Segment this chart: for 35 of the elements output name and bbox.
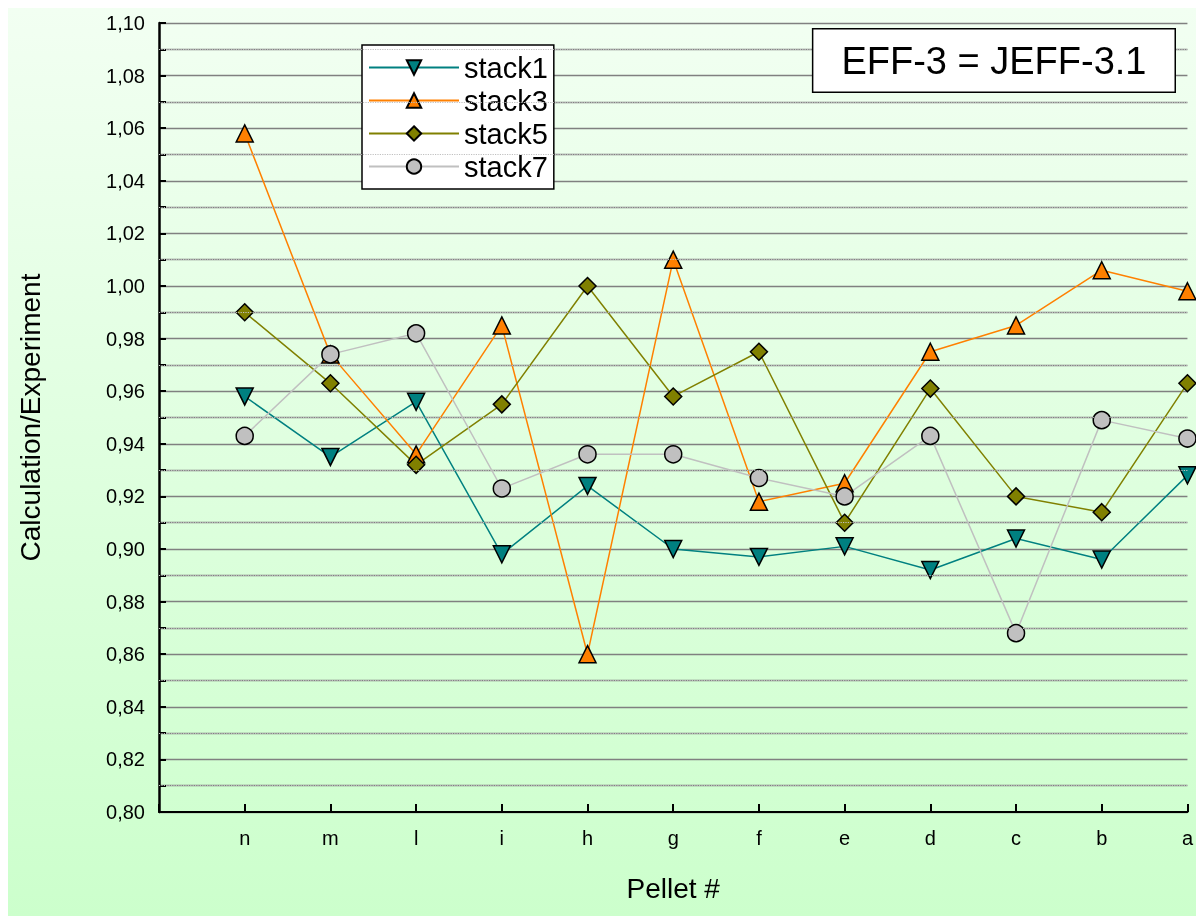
x-tick-label: d [924,827,936,849]
y-tick-label: 0,88 [106,590,145,613]
y-tick-label: 1,00 [106,275,145,297]
x-axis-title: Pellet # [626,872,721,904]
y-axis-title: Calculation/Experiment [14,273,46,562]
y-tick-label: 0,96 [106,380,145,403]
x-tick-label: b [1096,827,1108,849]
y-tick-label: 0,94 [106,432,145,455]
y-tick-label: 0,86 [106,643,145,666]
x-tick-label: f [756,827,763,849]
y-tick-label: 1,10 [106,12,145,34]
y-tick-label: 0,98 [106,327,145,350]
x-tick-label: n [239,827,251,849]
y-tick-label: 1,08 [106,64,145,87]
y-tick-label: 1,02 [106,222,145,245]
x-tick-label: i [499,827,505,849]
legend-label: stack5 [464,117,548,150]
x-tick-label: h [581,827,594,849]
legend-label: stack7 [464,150,548,183]
x-tick-label: e [839,827,851,849]
y-tick-label: 1,06 [106,117,145,140]
y-tick-label: 0,90 [106,538,145,560]
x-tick-label: g [667,827,679,849]
y-tick-label: 0,82 [106,748,145,771]
y-tick-label: 0,92 [106,485,145,508]
x-tick-label: m [322,827,339,849]
x-tick-label: a [1181,827,1194,849]
y-tick-label: 0,80 [106,801,145,823]
legend-label: stack1 [464,51,548,84]
annotation: EFF-3 = JEFF-3.1 [841,39,1147,82]
y-tick-label: 1,04 [106,169,145,192]
legend-label: stack3 [464,84,548,117]
x-tick-label: c [1011,827,1022,849]
y-tick-label: 0,84 [106,695,145,718]
x-tick-label: l [413,827,419,849]
